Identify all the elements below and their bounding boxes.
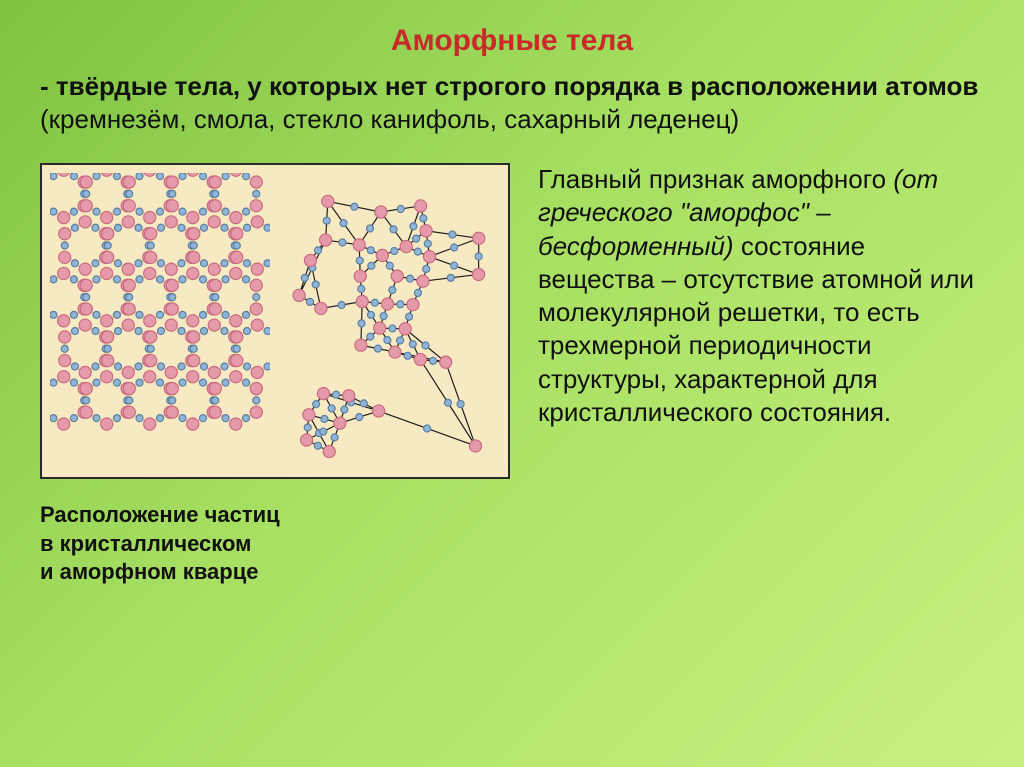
caption-line2: в кристаллическом: [40, 531, 251, 556]
main-paragraph: Главный признак аморфного (от греческого…: [538, 163, 984, 429]
definition-rest: (кремнезём, смола, стекло канифоль, саха…: [40, 104, 739, 134]
left-column: Расположение частиц в кристаллическом и …: [40, 163, 510, 587]
caption-line3: и аморфном кварце: [40, 559, 259, 584]
amorphous-panel: [280, 173, 500, 469]
crystal-svg: [50, 173, 270, 469]
right-column: Главный признак аморфного (от греческого…: [538, 163, 984, 429]
diagram-caption: Расположение частиц в кристаллическом и …: [40, 501, 510, 587]
caption-line1: Расположение частиц: [40, 502, 280, 527]
content-row: Расположение частиц в кристаллическом и …: [40, 163, 984, 587]
lattice-diagram: [40, 163, 510, 479]
crystal-panel: [50, 173, 270, 469]
definition-text: - твёрдые тела, у которых нет строгого п…: [40, 70, 984, 135]
para-lead: Главный признак аморфного: [538, 164, 893, 194]
amorphous-svg: [280, 173, 500, 469]
page-title: Аморфные тела: [40, 24, 984, 58]
definition-bold: - твёрдые тела, у которых нет строгого п…: [40, 71, 978, 101]
